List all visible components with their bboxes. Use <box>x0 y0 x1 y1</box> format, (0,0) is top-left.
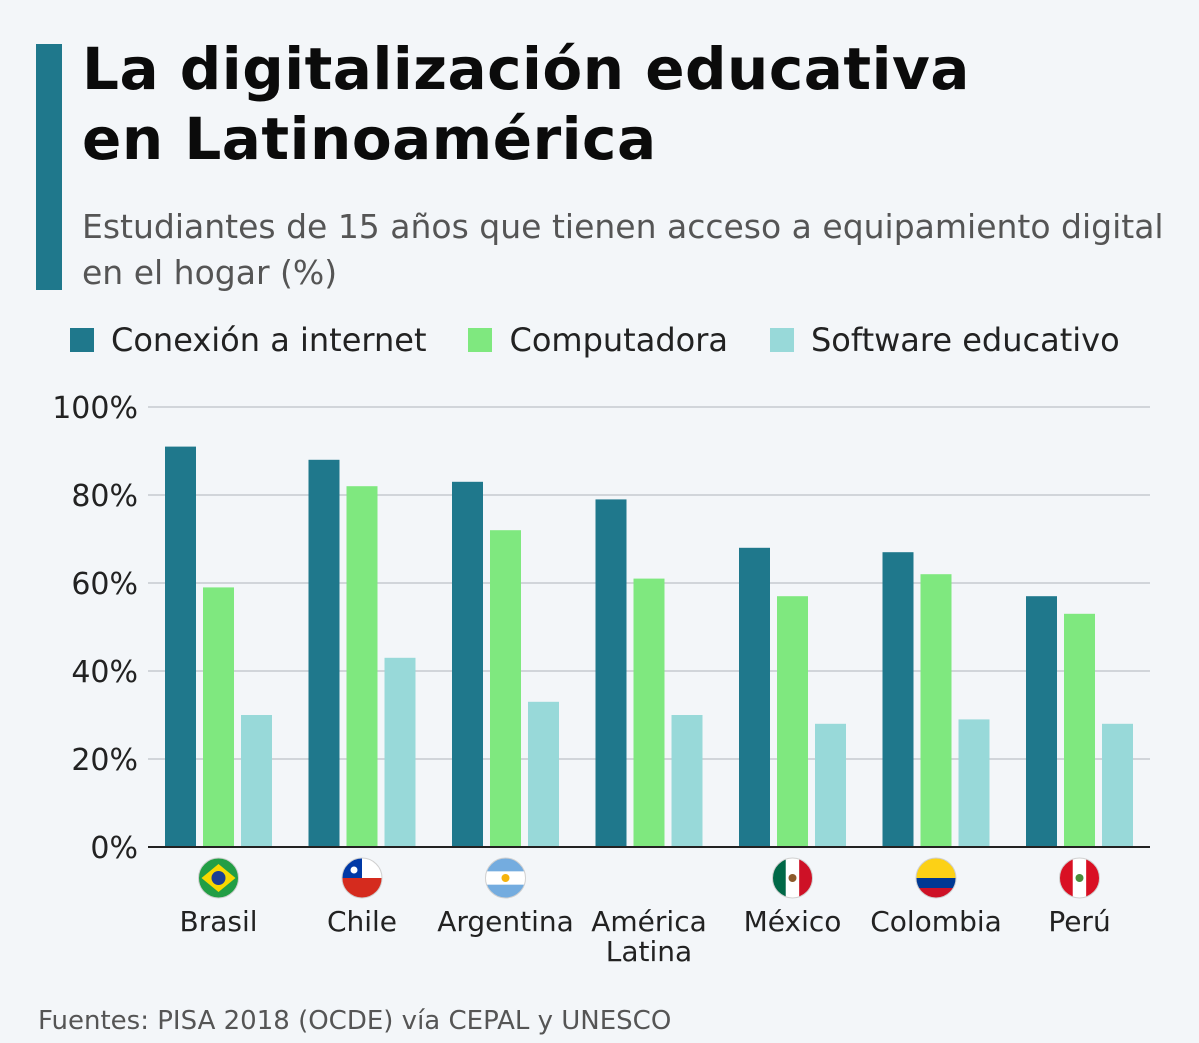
y-tick-label: 20% <box>71 743 138 778</box>
legend-item-computadora: Computadora <box>468 321 728 359</box>
legend: Conexión a internet Computadora Software… <box>70 318 1162 362</box>
legend-swatch-internet <box>70 328 94 352</box>
chile-flag-icon <box>342 858 382 898</box>
bar <box>452 482 483 847</box>
bar <box>385 658 416 847</box>
brazil-flag-icon <box>199 858 239 898</box>
bar <box>921 574 952 847</box>
bar <box>165 447 196 847</box>
y-tick-label: 100% <box>52 391 138 426</box>
bar <box>309 460 340 847</box>
source-note: Fuentes: PISA 2018 (OCDE) vía CEPAL y UN… <box>38 1006 671 1036</box>
mexico-flag-icon <box>773 858 813 898</box>
bar <box>490 530 521 847</box>
y-tick-label: 60% <box>71 567 138 602</box>
title-accent-bar <box>36 44 62 290</box>
legend-swatch-computadora <box>468 328 492 352</box>
chart-title: La digitalización educativa en Latinoamé… <box>82 34 1162 174</box>
legend-swatch-software <box>770 328 794 352</box>
legend-label-software: Software educativo <box>811 321 1120 359</box>
x-category-label: Argentina <box>437 905 574 938</box>
x-category-label: AméricaLatina <box>591 905 707 968</box>
legend-label-computadora: Computadora <box>509 321 728 359</box>
bar <box>634 579 665 847</box>
bar <box>1064 614 1095 847</box>
x-category-label: Brasil <box>179 905 257 938</box>
bar <box>241 715 272 847</box>
bar <box>203 587 234 847</box>
y-tick-label: 40% <box>71 655 138 690</box>
bar <box>883 552 914 847</box>
bar <box>528 702 559 847</box>
x-category-label: Perú <box>1048 905 1110 938</box>
bar <box>1026 596 1057 847</box>
colombia-flag-icon <box>916 858 956 898</box>
bar <box>1102 724 1133 847</box>
legend-label-internet: Conexión a internet <box>111 321 426 359</box>
bar <box>347 486 378 847</box>
y-tick-label: 0% <box>90 831 138 866</box>
x-category-label: Colombia <box>870 905 1002 938</box>
bar-chart: 0% 20% 40% 60% 80% 100% Brasil Chile Argentina Am… <box>0 380 1199 990</box>
argentina-flag-icon <box>486 858 526 898</box>
bar <box>959 719 990 847</box>
bar <box>672 715 703 847</box>
bar <box>596 499 627 847</box>
y-tick-label: 80% <box>71 479 138 514</box>
legend-item-software: Software educativo <box>770 321 1120 359</box>
x-category-label: Chile <box>327 905 397 938</box>
bar <box>739 548 770 847</box>
chart-subtitle: Estudiantes de 15 años que tienen acceso… <box>82 204 1172 296</box>
bar <box>815 724 846 847</box>
legend-item-internet: Conexión a internet <box>70 321 426 359</box>
peru-flag-icon <box>1060 858 1100 898</box>
bar <box>777 596 808 847</box>
x-category-label: México <box>744 905 842 938</box>
